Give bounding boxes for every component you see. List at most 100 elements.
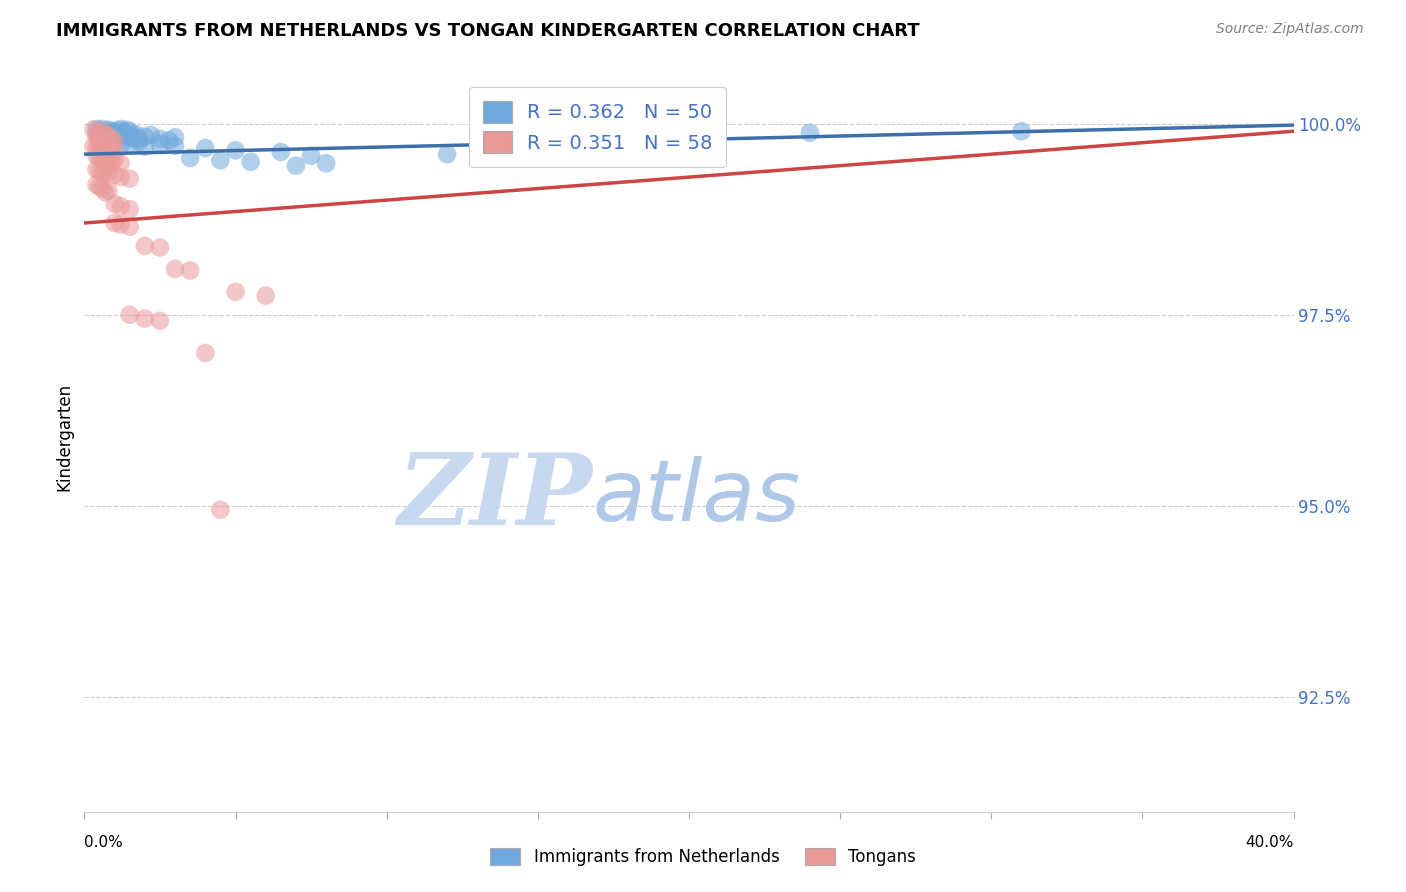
Point: [225, 144, 247, 158]
Point: [110, 199, 132, 213]
Point: [254, 288, 277, 302]
Point: [285, 159, 308, 173]
Point: [86, 141, 108, 155]
Point: [107, 123, 129, 137]
Point: [115, 122, 138, 136]
Point: [94, 147, 117, 161]
Point: [194, 141, 217, 155]
Point: [97, 150, 120, 164]
Point: [165, 138, 187, 153]
Point: [91, 153, 114, 168]
Point: [149, 132, 172, 146]
Point: [128, 132, 150, 146]
Point: [107, 130, 129, 145]
Point: [209, 502, 232, 516]
Point: [121, 128, 143, 143]
Point: [104, 216, 127, 230]
Point: [100, 131, 122, 145]
Point: [82, 122, 104, 136]
Point: [104, 136, 127, 150]
Point: [134, 311, 156, 326]
Point: [165, 261, 187, 276]
Point: [209, 153, 232, 168]
Point: [270, 145, 292, 159]
Point: [110, 138, 132, 153]
Point: [89, 138, 111, 153]
Point: [91, 133, 114, 147]
Point: [128, 135, 150, 149]
Point: [149, 240, 172, 254]
Point: [100, 124, 122, 138]
Text: ZIP: ZIP: [398, 449, 592, 545]
Point: [94, 186, 117, 200]
Point: [134, 129, 156, 144]
Point: [104, 197, 127, 211]
Point: [110, 128, 132, 142]
Point: [118, 171, 141, 186]
Point: [89, 124, 111, 138]
Point: [91, 144, 114, 158]
Point: [97, 145, 120, 159]
Point: [94, 126, 117, 140]
Point: [104, 144, 127, 158]
Text: 40.0%: 40.0%: [1246, 835, 1294, 850]
Point: [97, 133, 120, 147]
Point: [91, 166, 114, 180]
Legend: Immigrants from Netherlands, Tongans: Immigrants from Netherlands, Tongans: [482, 840, 924, 875]
Point: [94, 128, 117, 142]
Text: IMMIGRANTS FROM NETHERLANDS VS TONGAN KINDERGARTEN CORRELATION CHART: IMMIGRANTS FROM NETHERLANDS VS TONGAN KI…: [56, 22, 920, 40]
Point: [104, 128, 127, 142]
Point: [115, 129, 138, 144]
Point: [91, 122, 114, 136]
Point: [104, 126, 127, 140]
Point: [118, 131, 141, 145]
Point: [157, 133, 180, 147]
Point: [86, 162, 108, 177]
Point: [149, 137, 172, 152]
Point: [110, 122, 132, 136]
Point: [91, 128, 114, 142]
Point: [110, 170, 132, 185]
Y-axis label: Kindergarten: Kindergarten: [55, 383, 73, 491]
Point: [94, 142, 117, 156]
Point: [799, 126, 821, 140]
Point: [225, 285, 247, 299]
Point: [89, 132, 111, 146]
Point: [89, 128, 111, 142]
Point: [134, 239, 156, 253]
Point: [97, 127, 120, 141]
Point: [94, 161, 117, 175]
Point: [110, 156, 132, 170]
Point: [139, 128, 162, 142]
Point: [86, 130, 108, 145]
Point: [165, 130, 187, 145]
Point: [239, 154, 262, 169]
Point: [100, 154, 122, 169]
Point: [97, 184, 120, 198]
Point: [86, 149, 108, 163]
Point: [104, 168, 127, 182]
Point: [94, 129, 117, 144]
Point: [118, 219, 141, 234]
Point: [617, 145, 640, 160]
Point: [89, 179, 111, 194]
Point: [86, 126, 108, 140]
Text: atlas: atlas: [592, 456, 800, 539]
Point: [134, 139, 156, 153]
Point: [100, 140, 122, 154]
Point: [118, 124, 141, 138]
Legend: R = 0.362   N = 50, R = 0.351   N = 58: R = 0.362 N = 50, R = 0.351 N = 58: [470, 87, 727, 167]
Point: [125, 128, 148, 142]
Point: [86, 122, 108, 136]
Point: [112, 125, 135, 139]
Point: [179, 263, 201, 277]
Point: [149, 314, 172, 328]
Point: [100, 128, 122, 143]
Point: [315, 156, 337, 170]
Point: [179, 151, 201, 165]
Point: [1011, 124, 1033, 138]
Point: [94, 129, 117, 144]
Point: [110, 218, 132, 232]
Text: 0.0%: 0.0%: [84, 835, 124, 850]
Point: [112, 126, 135, 140]
